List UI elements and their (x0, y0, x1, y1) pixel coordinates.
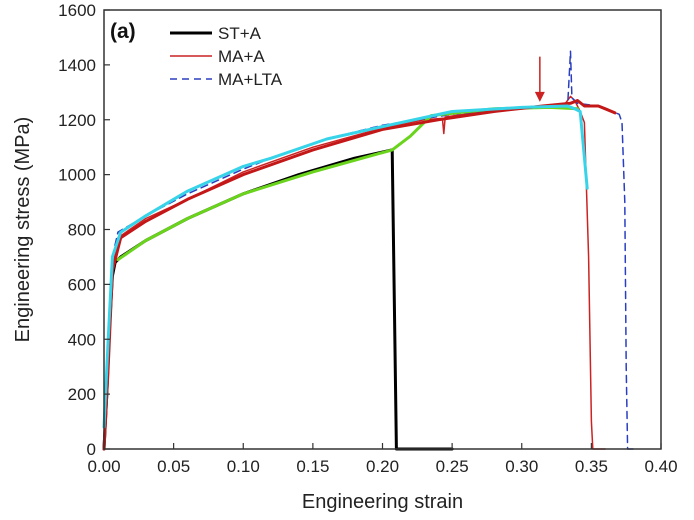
y-tick-label: 600 (68, 275, 96, 294)
x-tick-label: 0.05 (157, 457, 190, 476)
annotation-arrow-head (534, 91, 545, 102)
y-tick-label: 400 (68, 330, 96, 349)
y-tick-label: 1000 (58, 166, 96, 185)
y-tick-label: 800 (68, 221, 96, 240)
legend-label-2: MA+LTA (218, 70, 283, 89)
legend-label-1: MA+A (218, 47, 265, 66)
y-tick-label: 1200 (58, 111, 96, 130)
x-tick-label: 0.30 (505, 457, 538, 476)
y-tick-label: 0 (87, 440, 96, 459)
x-tick-label: 0.15 (296, 457, 329, 476)
series-line-1 (103, 95, 607, 450)
tick-group: 0.00 0.05 0.10 0.15 0.20 0.25 0.30 0.35 0.40 0 200… (58, 1, 677, 476)
x-tick-label: 0.35 (575, 457, 608, 476)
x-tick-label: 0.10 (227, 457, 260, 476)
series-line-4 (102, 99, 617, 451)
annotation-group (534, 56, 545, 102)
x-axis-title: Engineering strain (302, 491, 463, 513)
x-tick-label: 0.40 (644, 457, 677, 476)
series-line-0 (102, 148, 454, 451)
x-tick-label: 0.25 (436, 457, 469, 476)
series-line-2 (103, 50, 634, 450)
legend: ST+A MA+A MA+LTA (170, 24, 283, 89)
y-tick-label: 200 (68, 385, 96, 404)
legend-label-0: ST+A (218, 24, 262, 43)
x-tick-label: 0.00 (87, 457, 120, 476)
plot-frame (103, 9, 662, 450)
y-axis-title: Engineering stress (MPa) (12, 117, 34, 343)
series-group (102, 50, 634, 451)
panel-label: (a) (110, 20, 136, 43)
series-line-3 (116, 105, 579, 262)
x-tick-label: 0.20 (366, 457, 399, 476)
y-tick-label: 1400 (58, 56, 96, 75)
series-line-5 (102, 104, 589, 429)
y-tick-label: 1600 (58, 1, 96, 20)
